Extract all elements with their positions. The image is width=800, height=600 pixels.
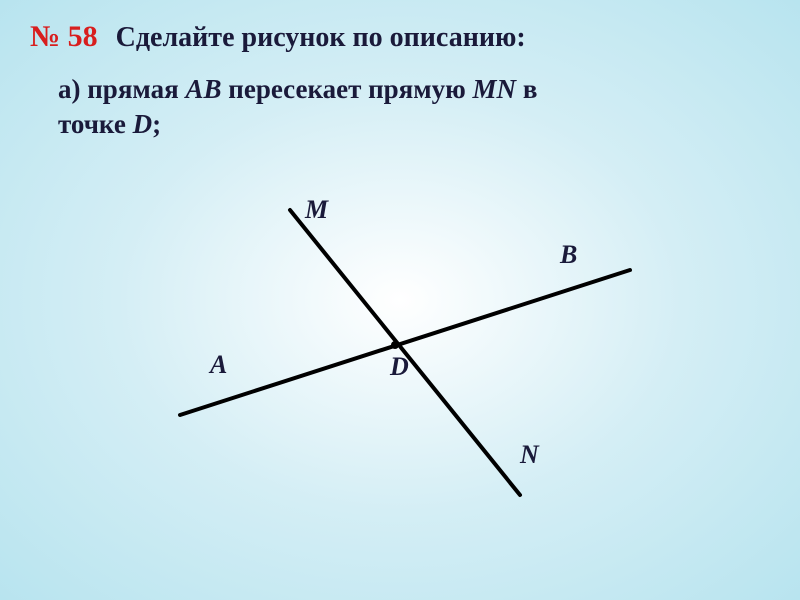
label-d: D [390,352,409,382]
label-m: M [305,195,328,225]
label-b: B [560,240,577,270]
geometry-diagram [0,0,800,600]
point-d [391,341,399,349]
label-a: A [210,350,227,380]
label-n: N [520,440,539,470]
line-ab [180,270,630,415]
